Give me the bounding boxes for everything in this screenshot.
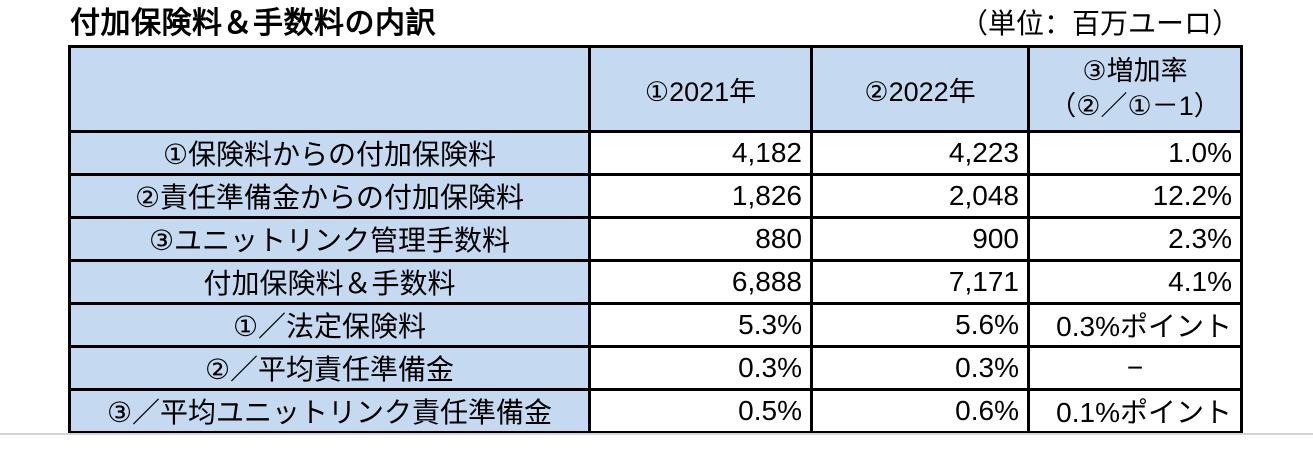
value-growth: 2.3%: [1027, 216, 1243, 262]
value-2022: 5.6%: [810, 302, 1030, 348]
header-cell-growth: ③増加率 （②／①－1）: [1027, 45, 1243, 133]
page-title: 付加保険料＆手数料の内訳: [70, 7, 436, 40]
value-2021: 6,888: [588, 259, 813, 305]
table-body: ①保険料からの付加保険料 4,182 4,223 1.0% ②責任準備金からの付…: [68, 130, 1243, 434]
unit-label: （単位：百万ユーロ）: [959, 8, 1240, 39]
value-2021: 0.3%: [588, 345, 813, 391]
value-2021: 4,182: [588, 130, 813, 176]
value-2021: 5.3%: [588, 302, 813, 348]
row-label: ①／法定保険料: [68, 302, 591, 348]
table-row: ③／平均ユニットリンク責任準備金 0.5% 0.6% 0.1%ポイント: [68, 388, 1243, 434]
table-row: ②／平均責任準備金 0.3% 0.3% −: [68, 345, 1243, 391]
table-row: ③ユニットリンク管理手数料 880 900 2.3%: [68, 216, 1243, 262]
value-growth: 0.1%ポイント: [1027, 388, 1243, 434]
value-2022: 900: [810, 216, 1030, 262]
value-2022: 0.3%: [810, 345, 1030, 391]
value-growth: 4.1%: [1027, 259, 1243, 305]
table-row: ①／法定保険料 5.3% 5.6% 0.3%ポイント: [68, 302, 1243, 348]
value-growth: 12.2%: [1027, 173, 1243, 219]
value-2022: 0.6%: [810, 388, 1030, 434]
header-row: ①2021年 ②2022年 ③増加率 （②／①－1）: [68, 45, 1243, 133]
table-row: ②責任準備金からの付加保険料 1,826 2,048 12.2%: [68, 173, 1243, 219]
row-label: 付加保険料＆手数料: [68, 259, 591, 305]
value-2022: 4,223: [810, 130, 1030, 176]
table-row: ①保険料からの付加保険料 4,182 4,223 1.0%: [68, 130, 1243, 176]
header-growth-line2: （②／①－1）: [1049, 91, 1221, 121]
table-row-total: 付加保険料＆手数料 6,888 7,171 4.1%: [68, 259, 1243, 305]
row-label: ①保険料からの付加保険料: [68, 130, 591, 176]
value-growth: −: [1027, 345, 1243, 391]
row-label: ③ユニットリンク管理手数料: [68, 216, 591, 262]
row-label: ②責任準備金からの付加保険料: [68, 173, 591, 219]
header-growth-line1: ③増加率: [1082, 55, 1188, 86]
table-header: ①2021年 ②2022年 ③増加率 （②／①－1）: [68, 45, 1243, 133]
value-growth: 0.3%ポイント: [1027, 302, 1243, 348]
value-2021: 0.5%: [588, 388, 813, 434]
value-2021: 880: [588, 216, 813, 262]
page-bottom-divider: [0, 433, 1313, 435]
header-cell-2022: ②2022年: [810, 45, 1030, 133]
value-2022: 7,171: [810, 259, 1030, 305]
row-label: ②／平均責任準備金: [68, 345, 591, 391]
value-2021: 1,826: [588, 173, 813, 219]
header-cell-2021: ①2021年: [588, 45, 813, 133]
value-growth: 1.0%: [1027, 130, 1243, 176]
caption-row: 付加保険料＆手数料の内訳 （単位：百万ユーロ）: [70, 6, 1240, 42]
row-label: ③／平均ユニットリンク責任準備金: [68, 388, 591, 434]
breakdown-table: ①2021年 ②2022年 ③増加率 （②／①－1） ①保険料からの付加保険料 …: [68, 45, 1243, 434]
header-cell-blank: [68, 45, 591, 133]
value-2022: 2,048: [810, 173, 1030, 219]
